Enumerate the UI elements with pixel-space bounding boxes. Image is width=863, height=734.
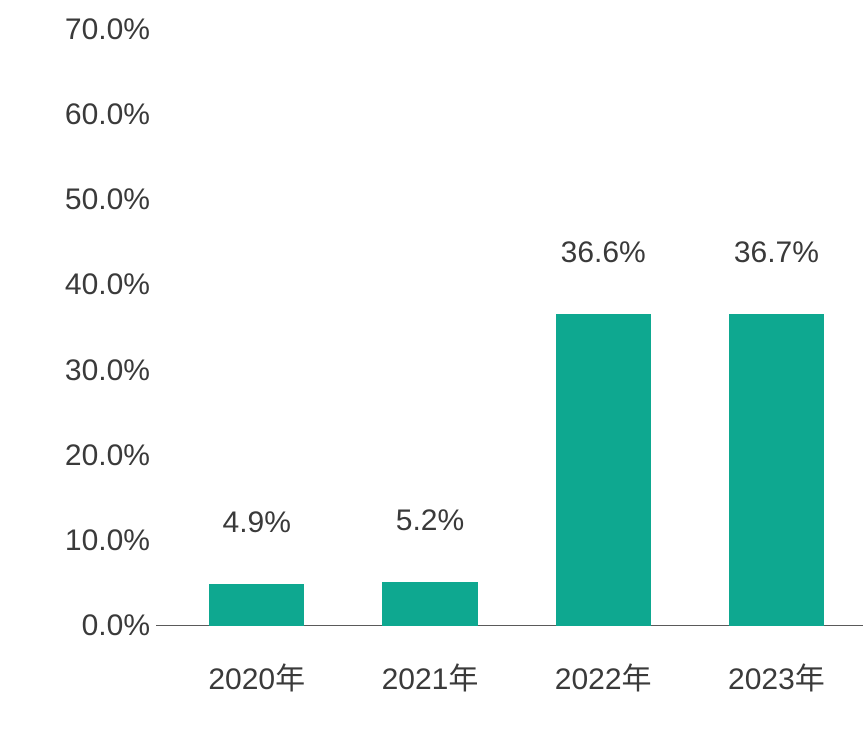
y-tick-label: 20.0% <box>0 439 150 473</box>
x-category-label: 2021年 <box>382 654 479 698</box>
y-tick-label: 50.0% <box>0 183 150 217</box>
y-tick-label: 0.0% <box>0 609 150 643</box>
bar-value-label: 4.9% <box>223 506 291 540</box>
bar-value-label: 5.2% <box>396 504 464 538</box>
bar <box>729 314 824 626</box>
bar <box>556 314 651 626</box>
x-category-label: 2020年 <box>208 654 305 698</box>
plot-area: 4.9% 5.2% 36.6% 36.7% <box>156 30 863 626</box>
y-tick-label: 40.0% <box>0 268 150 302</box>
bar <box>209 584 304 626</box>
bar-value-label: 36.6% <box>561 236 646 270</box>
y-tick-label: 30.0% <box>0 354 150 388</box>
y-tick-label: 70.0% <box>0 13 150 47</box>
bar-chart: 0.0%10.0%20.0%30.0%40.0%50.0%60.0%70.0% … <box>0 0 863 734</box>
bar <box>382 582 477 626</box>
x-category-label: 2023年 <box>728 654 825 698</box>
x-category-label: 2022年 <box>555 654 652 698</box>
y-tick-label: 10.0% <box>0 524 150 558</box>
y-tick-label: 60.0% <box>0 98 150 132</box>
bar-value-label: 36.7% <box>734 236 819 270</box>
